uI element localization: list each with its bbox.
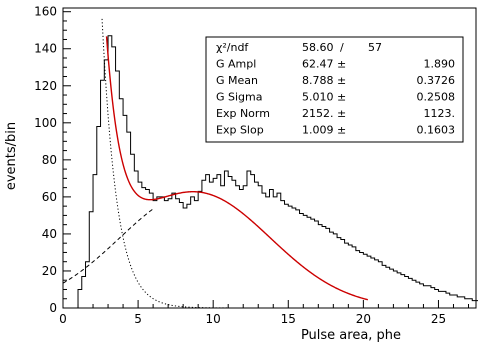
y-tick-label: 60 xyxy=(42,190,57,204)
x-tick-label: 25 xyxy=(431,312,446,326)
stats-value: 8.788 ± xyxy=(302,74,346,87)
stats-value: 62.47 ± xyxy=(302,58,346,71)
stats-label: Exp Norm xyxy=(216,107,270,120)
stats-label: χ²/ndf xyxy=(216,41,249,54)
fit-curve-gauss xyxy=(62,208,154,284)
stats-box-frame xyxy=(205,36,464,143)
stats-value: 58.60 xyxy=(302,41,334,54)
fit-curves xyxy=(62,18,469,309)
y-tick-label: 140 xyxy=(34,42,57,56)
x-tick-label: 15 xyxy=(281,312,296,326)
stats-error: 0.3726 xyxy=(417,74,456,87)
y-tick-label: 80 xyxy=(42,153,57,167)
stats-error: 1123. xyxy=(424,107,456,120)
stats-value: 1.009 ± xyxy=(302,124,346,137)
stats-box: χ²/ndf 58.60 / 57 G Ampl 62.47 ± 1.890 G Mean 8.… xyxy=(205,36,464,143)
x-axis-label: Pulse area, phe xyxy=(301,328,401,343)
y-tick-label: 100 xyxy=(34,116,57,130)
y-tick-label: 120 xyxy=(34,79,57,93)
x-tick-label: 10 xyxy=(206,312,221,326)
histogram-series xyxy=(63,35,478,309)
y-axis-label: events/bin xyxy=(4,122,19,190)
stats-error: 0.1603 xyxy=(417,124,456,137)
x-tick-label: 20 xyxy=(356,312,371,326)
x-tick-label: 5 xyxy=(134,312,142,326)
stats-label: G Sigma xyxy=(216,91,263,104)
y-tick-label: 20 xyxy=(42,264,57,278)
plot-frame xyxy=(62,7,477,309)
y-tick-label: 0 xyxy=(49,301,57,315)
stats-separator: / xyxy=(340,41,344,54)
x-tick-label: 0 xyxy=(59,312,67,326)
stats-value: 5.010 ± xyxy=(302,91,346,104)
y-tick-label: 160 xyxy=(34,5,57,19)
y-axis-ticks: 0 20 40 60 80 100 120 140 160 xyxy=(34,5,71,315)
stats-value: 2152. ± xyxy=(302,107,346,120)
stats-error: 1.890 xyxy=(424,58,456,71)
stats-label: G Ampl xyxy=(216,58,256,71)
stats-error: 0.2508 xyxy=(417,91,456,104)
stats-rows: χ²/ndf 58.60 / 57 G Ampl 62.47 ± 1.890 G Mean 8.… xyxy=(216,41,455,137)
fit-curve-gauss-plus-exp xyxy=(105,36,369,301)
stats-label: G Mean xyxy=(216,74,258,87)
stats-label: Exp Slop xyxy=(216,124,264,137)
y-tick-label: 40 xyxy=(42,227,57,241)
stats-error: 57 xyxy=(368,41,382,54)
x-axis-ticks: 0 5 10 15 20 25 xyxy=(59,300,469,326)
